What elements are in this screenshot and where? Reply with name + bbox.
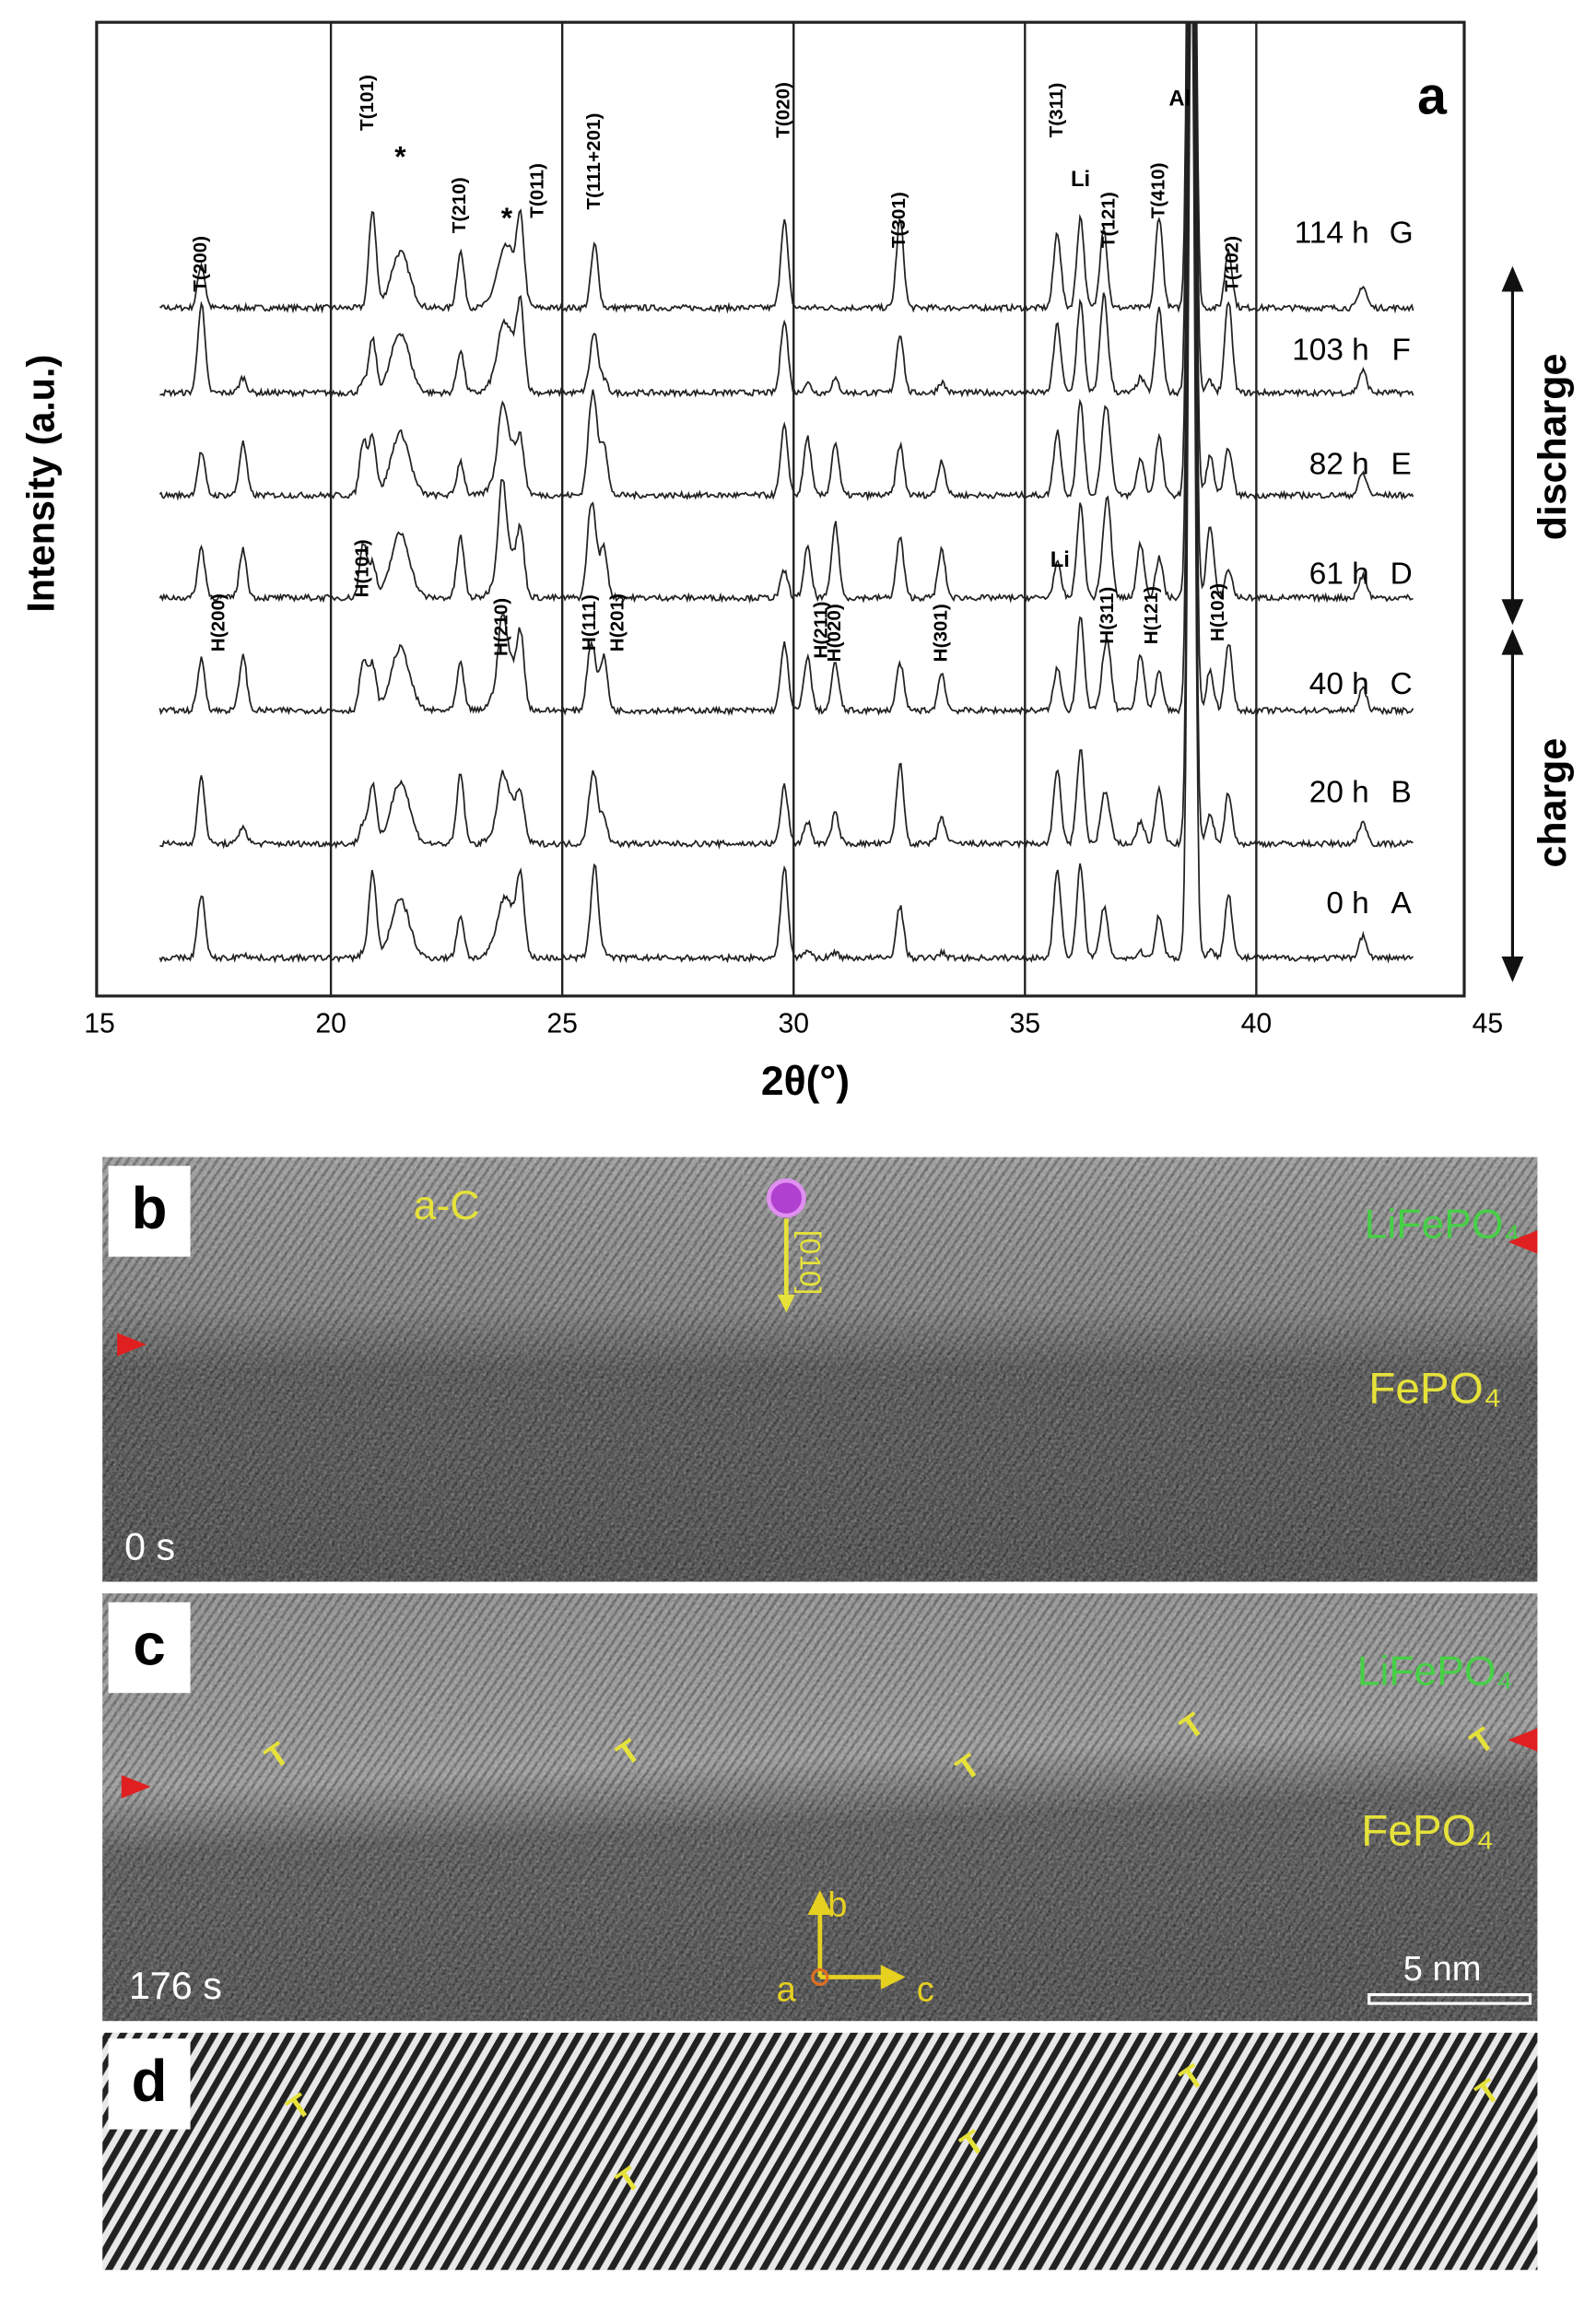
trace-label: C [1391, 667, 1413, 701]
region-label: LiFePO₄ [1357, 1649, 1513, 1694]
xrd-trace [158, 22, 1414, 964]
trace-label: D [1391, 558, 1413, 592]
trace-label: E [1391, 447, 1412, 481]
interface-arrow [1508, 1728, 1538, 1752]
peak-label: T(200) [190, 236, 211, 292]
phase-arrows [1501, 265, 1524, 982]
time-label: 0 s [124, 1525, 175, 1567]
phase-label: discharge [1531, 354, 1575, 541]
peak-label: H(211) [811, 602, 832, 659]
trace-time: 103 h [1292, 334, 1368, 368]
peak-label: H(201) [607, 593, 628, 652]
peak-label: T(111+201) [583, 113, 604, 210]
peak-label: T(121) [1097, 192, 1119, 248]
trace-label: F [1391, 334, 1410, 368]
peak-label: T(020) [773, 82, 794, 138]
xrd-trace [159, 22, 1414, 851]
peak-label: T(311) [1046, 83, 1067, 138]
zone-axis-icon [766, 1178, 806, 1218]
trace-time: 20 h [1309, 775, 1369, 809]
panel-label: b [132, 1176, 168, 1241]
peak-label: H(121) [1141, 586, 1162, 644]
tem-panel-c: c LiFePO₄ FePO₄ 176 s 5 nm b a c [102, 1593, 1538, 2022]
scale-label: 5 nm [1403, 1949, 1482, 1989]
trace-label: B [1391, 775, 1412, 809]
region-label: FePO₄ [1361, 1806, 1494, 1855]
region-label: FePO₄ [1368, 1364, 1501, 1413]
region-label: LiFePO₄ [1365, 1203, 1520, 1248]
peak-label: Li [1050, 547, 1070, 572]
direction-arrowhead [777, 1295, 795, 1313]
x-tick-label: 20 [315, 1009, 346, 1039]
fft-panel-d: d [102, 2032, 1538, 2271]
xrd-trace [159, 22, 1414, 399]
xrd-trace [159, 22, 1414, 314]
peak-label: T(410) [1147, 163, 1168, 219]
panel-label: d [132, 2049, 168, 2114]
time-label: 176 s [129, 1965, 222, 2007]
xrd-trace [158, 22, 1414, 717]
x-tick-label: 15 [84, 1009, 115, 1039]
peak-label: * [394, 139, 406, 172]
panel-label: a [1417, 67, 1448, 126]
interface-arrow [1508, 1230, 1538, 1254]
x-axis-label: 2θ(°) [761, 1059, 850, 1104]
trace-time: 82 h [1309, 447, 1369, 481]
panel-label: c [133, 1612, 165, 1677]
peak-label: Al [1168, 87, 1191, 112]
interface-arrow [117, 1332, 147, 1356]
peak-label: H(101) [352, 539, 373, 597]
trace-time: 114 h [1295, 216, 1369, 250]
trace-label: A [1391, 886, 1413, 921]
x-tick-label: 35 [1010, 1009, 1041, 1039]
tem-panel-b: b a-C LiFePO₄ FePO₄ 0 s [010] [102, 1156, 1538, 1582]
region-label: a-C [414, 1183, 480, 1228]
peak-label: T(210) [449, 177, 470, 233]
trace-time: 0 h [1326, 886, 1368, 921]
phase-label: charge [1531, 738, 1575, 868]
peak-label: H(210) [490, 598, 511, 656]
peak-label: H(102) [1207, 583, 1228, 641]
axis-label: c [917, 1969, 934, 2009]
plot-frame [95, 20, 1466, 998]
crystal-axes [807, 1890, 906, 1990]
peak-label: T(102) [1221, 236, 1242, 292]
x-tick-label: 45 [1473, 1009, 1504, 1039]
scale-bar [1367, 1992, 1532, 2005]
x-tick-label: 30 [778, 1009, 809, 1039]
peak-label: H(020) [824, 604, 845, 662]
peak-label: T(301) [888, 192, 909, 248]
trace-time: 40 h [1309, 667, 1369, 701]
interface-arrow [121, 1775, 151, 1799]
peak-label: H(111) [579, 594, 600, 651]
peak-label: T(011) [527, 163, 548, 218]
direction-label: [010] [794, 1230, 827, 1296]
y-axis-label: Intensity (a.u.) [20, 355, 63, 613]
peak-label: Li [1071, 167, 1090, 192]
axis-label: a [777, 1969, 797, 2009]
xrd-trace [158, 22, 1414, 502]
xrd-traces [158, 22, 1414, 964]
peak-label: T(101) [357, 75, 378, 131]
axis-label: b [827, 1884, 847, 1924]
peak-label: H(200) [208, 593, 229, 652]
x-tick-label: 25 [546, 1009, 578, 1039]
peak-label: H(301) [930, 604, 951, 662]
axis-origin [811, 1967, 829, 1987]
xrd-trace [158, 22, 1414, 605]
trace-label: G [1390, 216, 1414, 250]
trace-time: 61 h [1309, 558, 1369, 592]
peak-label: * [501, 201, 513, 234]
x-tick-label: 40 [1241, 1009, 1273, 1039]
peak-label: H(311) [1097, 587, 1118, 644]
